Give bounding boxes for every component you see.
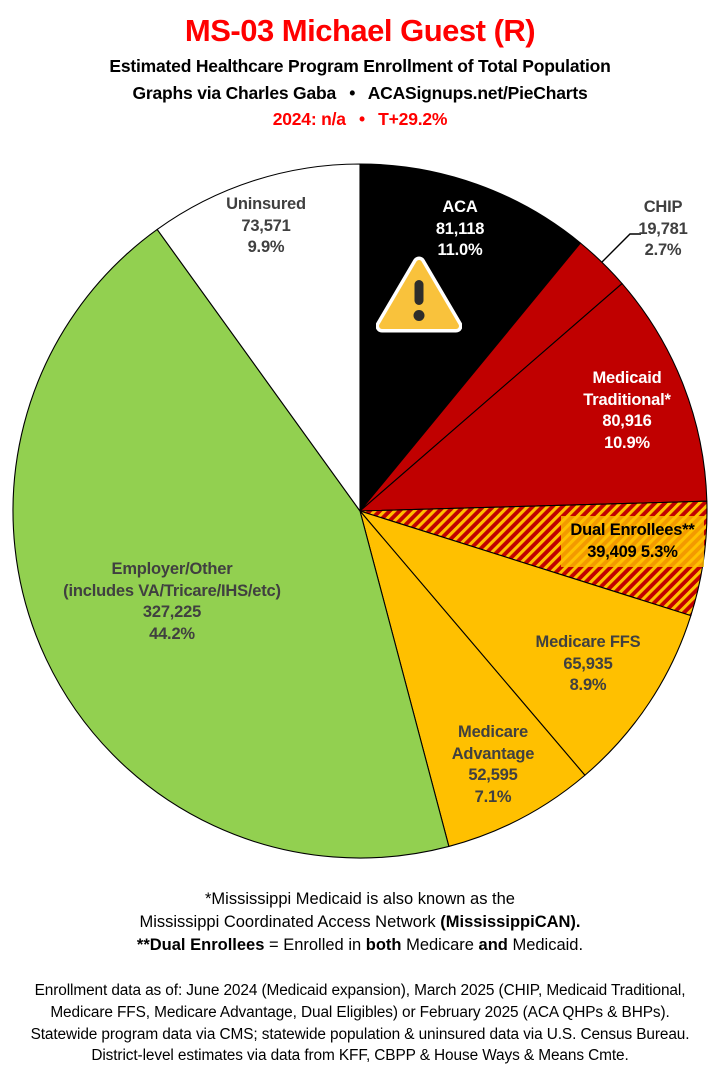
note-line-3: **Dual Enrollees = Enrolled in both Medi… bbox=[136, 936, 584, 954]
pie-slice-aca bbox=[359, 163, 581, 512]
slice-name: Traditional* bbox=[583, 390, 671, 409]
slice-label-medicare-ffs: Medicare FFS 65,935 8.9% bbox=[536, 632, 641, 697]
slice-value: 73,571 bbox=[241, 216, 291, 235]
pie-slice-employer-other bbox=[12, 228, 450, 859]
footer-line-2: Medicare FFS, Medicare Advantage, Dual E… bbox=[50, 1003, 670, 1021]
footer-line-3: Statewide program data via CMS; statewid… bbox=[30, 1025, 690, 1043]
slice-pct: 10.9% bbox=[604, 433, 650, 452]
pie-slice-uninsured bbox=[156, 163, 361, 512]
slice-value: 52,595 bbox=[468, 766, 518, 784]
pie-slice-medicare-ffs bbox=[359, 510, 692, 776]
slice-pct: 2.7% bbox=[644, 241, 682, 259]
pie-chart-svg bbox=[12, 163, 708, 859]
note-line-1: *Mississippi Medicaid is also known as t… bbox=[205, 890, 515, 908]
slice-name: (includes VA/Tricare/IHS/etc) bbox=[63, 581, 281, 600]
stats-line: 2024: n/a • T+29.2% bbox=[272, 109, 448, 129]
slice-pct: 7.1% bbox=[474, 787, 512, 806]
slice-label-medicaid-traditional: Medicaid Traditional* 80,916 10.9% bbox=[583, 368, 671, 454]
chip-leader-line bbox=[601, 233, 641, 263]
slice-name: CHIP bbox=[643, 198, 683, 216]
pie-slice-medicaid-traditional bbox=[359, 283, 708, 512]
slice-pct: 8.9% bbox=[569, 676, 607, 694]
source-footer: Enrollment data as of: June 2024 (Medica… bbox=[0, 980, 720, 1067]
note-line-2: Mississippi Coordinated Access Network (… bbox=[139, 913, 581, 931]
slice-pct: 44.2% bbox=[149, 624, 195, 643]
footnotes: *Mississippi Medicaid is also known as t… bbox=[0, 888, 720, 957]
slice-label-aca: ACA 81,118 11.0% bbox=[435, 197, 485, 262]
slice-label-uninsured: Uninsured 73,571 9.9% bbox=[226, 194, 306, 259]
page-title: MS-03 Michael Guest (R) bbox=[184, 13, 536, 48]
pie-slices bbox=[12, 163, 708, 859]
slice-name: Medicare FFS bbox=[535, 633, 641, 651]
slice-value-pct: 39,409 5.3% bbox=[587, 542, 678, 561]
slice-value: 80,916 bbox=[602, 412, 652, 430]
footer-line-1: Enrollment data as of: June 2024 (Medica… bbox=[34, 982, 686, 999]
slice-name: Medicaid bbox=[592, 369, 662, 387]
slice-name: Employer/Other bbox=[111, 560, 233, 578]
slice-label-chip: CHIP 19,781 2.7% bbox=[638, 197, 687, 262]
slice-value: 65,935 bbox=[563, 654, 613, 673]
slice-label-employer-other: Employer/Other (includes VA/Tricare/IHS/… bbox=[63, 559, 281, 645]
footer-line-4: District-level estimates via data from K… bbox=[91, 1047, 629, 1065]
slice-name: Uninsured bbox=[226, 195, 306, 213]
slice-value: 81,118 bbox=[435, 219, 485, 238]
slice-pct: 11.0% bbox=[437, 241, 483, 259]
slice-name: Advantage bbox=[451, 744, 535, 763]
slice-name: Dual Enrollees** bbox=[570, 521, 695, 539]
warning-triangle-icon bbox=[376, 256, 462, 333]
slice-name: ACA bbox=[442, 198, 478, 216]
page-subtitle: Estimated Healthcare Program Enrollment … bbox=[109, 56, 611, 76]
slice-value: 19,781 bbox=[638, 219, 688, 238]
slice-label-dual-enrollees: Dual Enrollees** 39,409 5.3% bbox=[561, 516, 704, 567]
pie-slice-medicare-advantage bbox=[359, 510, 586, 847]
slice-label-medicare-advantage: Medicare Advantage 52,595 7.1% bbox=[452, 722, 535, 808]
byline: Graphs via Charles Gaba • ACASignups.net… bbox=[132, 83, 588, 103]
slice-pct: 9.9% bbox=[247, 238, 285, 256]
slice-value: 327,225 bbox=[142, 603, 202, 621]
slice-name: Medicare bbox=[458, 723, 528, 741]
